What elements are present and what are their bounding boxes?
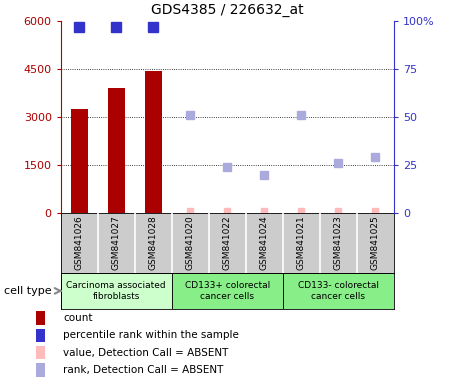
Text: Carcinoma associated
fibroblasts: Carcinoma associated fibroblasts: [67, 281, 166, 301]
Bar: [283, 273, 394, 309]
Text: GSM841024: GSM841024: [260, 215, 269, 270]
Bar: [108, 88, 125, 213]
Text: percentile rank within the sample: percentile rank within the sample: [63, 330, 239, 340]
Text: GSM841022: GSM841022: [223, 215, 232, 270]
Text: cell type: cell type: [4, 286, 52, 296]
Bar: [71, 109, 88, 213]
Bar: [172, 273, 283, 309]
Text: count: count: [63, 313, 93, 323]
Bar: [36, 311, 45, 325]
Bar: [36, 329, 45, 342]
Text: GSM841025: GSM841025: [371, 215, 380, 270]
Text: GSM841026: GSM841026: [75, 215, 84, 270]
Bar: [145, 71, 162, 213]
Title: GDS4385 / 226632_at: GDS4385 / 226632_at: [151, 3, 304, 17]
Text: CD133- colorectal
cancer cells: CD133- colorectal cancer cells: [298, 281, 379, 301]
Bar: [61, 273, 172, 309]
Bar: [36, 346, 45, 359]
Bar: [36, 363, 45, 376]
Text: value, Detection Call = ABSENT: value, Detection Call = ABSENT: [63, 348, 228, 358]
Text: GSM841021: GSM841021: [297, 215, 306, 270]
Text: rank, Detection Call = ABSENT: rank, Detection Call = ABSENT: [63, 365, 223, 375]
Text: GSM841023: GSM841023: [334, 215, 343, 270]
Text: GSM841020: GSM841020: [186, 215, 195, 270]
Text: CD133+ colorectal
cancer cells: CD133+ colorectal cancer cells: [184, 281, 270, 301]
Text: GSM841027: GSM841027: [112, 215, 121, 270]
Text: GSM841028: GSM841028: [149, 215, 158, 270]
